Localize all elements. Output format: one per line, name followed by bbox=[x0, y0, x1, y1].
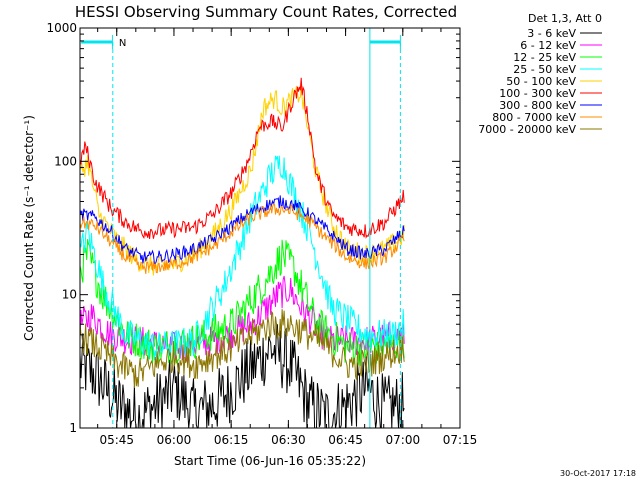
y-tick-label: 10 bbox=[62, 288, 77, 302]
plot-frame bbox=[79, 27, 461, 429]
x-tick-label: 06:45 bbox=[328, 433, 363, 447]
chart-title: HESSI Observing Summary Count Rates, Cor… bbox=[75, 3, 457, 21]
series-line bbox=[79, 322, 405, 429]
series-line bbox=[79, 309, 405, 388]
series-line bbox=[79, 203, 405, 274]
x-tick-label: 06:00 bbox=[157, 433, 192, 447]
legend-label: 6 - 12 keV bbox=[520, 39, 576, 52]
x-tick-label: 06:30 bbox=[271, 433, 306, 447]
night-marker-label: N bbox=[119, 38, 126, 49]
series-line bbox=[79, 77, 405, 240]
legend-label: 7000 - 20000 keV bbox=[478, 123, 576, 136]
legend-label: 50 - 100 keV bbox=[506, 75, 576, 88]
legend-label: 300 - 800 keV bbox=[499, 99, 576, 112]
series-line bbox=[79, 155, 405, 361]
legend-label: 3 - 6 keV bbox=[527, 27, 576, 40]
x-axis-label: Start Time (06-Jun-16 05:35:22) bbox=[174, 454, 366, 468]
y-tick-label: 1000 bbox=[46, 21, 77, 35]
x-tick-label: 07:15 bbox=[443, 433, 478, 447]
y-axis: 1 10 100 1000 bbox=[46, 21, 460, 435]
footer-date: 30-Oct-2017 17:18 bbox=[560, 469, 636, 478]
legend-label: 25 - 50 keV bbox=[513, 63, 576, 76]
x-axis: 05:45 06:00 06:15 06:30 06:45 07:00 07:15 bbox=[97, 28, 478, 447]
x-tick-label: 05:45 bbox=[99, 433, 134, 447]
legend-label: 12 - 25 keV bbox=[513, 51, 576, 64]
legend-header: Det 1,3, Att 0 bbox=[528, 12, 602, 25]
plot-area: N bbox=[79, 28, 405, 429]
legend-label: 100 - 300 keV bbox=[499, 87, 576, 100]
x-tick-label: 07:00 bbox=[386, 433, 421, 447]
legend-label: 800 - 7000 keV bbox=[492, 111, 576, 124]
x-tick-label: 06:15 bbox=[214, 433, 249, 447]
y-tick-label: 1 bbox=[69, 421, 77, 435]
y-axis-label: Corrected Count Rate (s⁻¹ detector⁻¹) bbox=[22, 115, 36, 341]
y-tick-label: 100 bbox=[54, 154, 77, 168]
